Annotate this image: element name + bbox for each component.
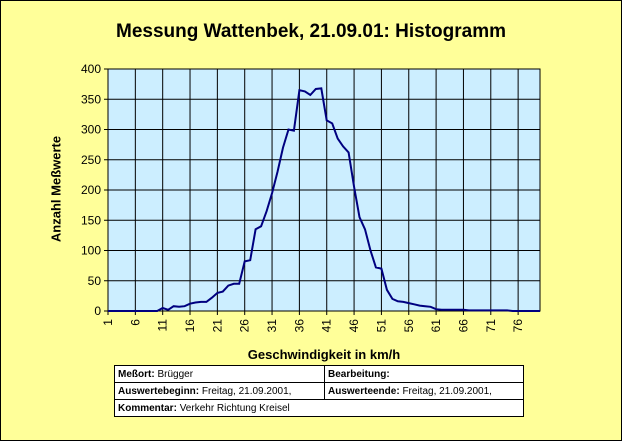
kommentar-value: Verkehr Richtung Kreisel [179, 402, 290, 414]
chart-title: Messung Wattenbek, 21.09.01: Histogramm [116, 21, 506, 42]
x-tick-label: 41 [320, 319, 334, 333]
x-tick-label: 1 [101, 319, 115, 326]
y-axis-label: Anzahl Meßwerte [48, 135, 64, 243]
series-line [108, 87, 540, 312]
x-axis-ticks: 1 6 11 16 21 26 31 36 41 46 51 56 61 66 71 76 [101, 311, 525, 332]
x-tick-label: 16 [183, 319, 197, 333]
x-axis-label: Geschwindigkeit in km/h [247, 347, 401, 362]
beginn-cell: Auswertebeginn: Freitag, 21.09.2001, [114, 382, 325, 400]
messort-cell: Meßort: Brügger [114, 365, 325, 383]
bearbeitung-label: Bearbeitung: [327, 368, 390, 380]
kommentar-label: Kommentar: [118, 402, 177, 414]
info-table: Meßort: Brügger Bearbeitung: Auswertebeg… [114, 365, 525, 417]
x-tick-label: 61 [429, 319, 443, 333]
y-tick-label: 350 [81, 92, 101, 106]
x-tick-label: 6 [128, 319, 142, 326]
beginn-label: Auswertebeginn: [118, 385, 200, 397]
x-tick-label: 76 [511, 319, 525, 333]
ende-value: Freitag, 21.09.2001, [402, 385, 492, 397]
y-tick-label: 100 [81, 244, 101, 258]
bearbeitung-cell: Bearbeitung: [323, 365, 525, 383]
messort-label: Meßort: [118, 368, 155, 380]
ende-cell: Auswerteende: Freitag, 21.09.2001, [323, 382, 525, 400]
y-tick-label: 250 [81, 153, 101, 167]
y-axis-ticks: 0 50 100 150 200 250 300 350 400 [81, 62, 108, 318]
y-tick-label: 150 [81, 213, 101, 227]
x-tick-label: 51 [374, 319, 388, 333]
x-tick-label: 26 [238, 319, 252, 333]
x-tick-label: 11 [156, 319, 170, 332]
x-tick-label: 36 [292, 319, 306, 333]
x-tick-label: 21 [210, 319, 224, 333]
y-tick-label: 300 [81, 123, 101, 137]
info-row-kommentar: Kommentar: Verkehr Richtung Kreisel [114, 399, 524, 417]
beginn-value: Freitag, 21.09.2001, [201, 385, 292, 397]
info-row-zeit: Auswertebeginn: Freitag, 21.09.2001, Aus… [114, 382, 525, 400]
kommentar-cell: Kommentar: Verkehr Richtung Kreisel [114, 399, 524, 417]
y-tick-label: 400 [81, 62, 101, 76]
messort-value: Brügger [157, 368, 194, 380]
x-tick-label: 31 [265, 319, 279, 333]
x-tick-label: 66 [456, 319, 470, 333]
x-tick-label: 46 [347, 319, 361, 333]
x-tick-label: 71 [484, 319, 498, 333]
y-tick-label: 0 [94, 304, 101, 318]
y-tick-label: 200 [81, 183, 101, 197]
info-row-ort: Meßort: Brügger Bearbeitung: [114, 365, 525, 383]
ende-label: Auswerteende: [327, 385, 400, 397]
x-tick-label: 56 [402, 319, 416, 333]
y-tick-label: 50 [88, 274, 102, 288]
